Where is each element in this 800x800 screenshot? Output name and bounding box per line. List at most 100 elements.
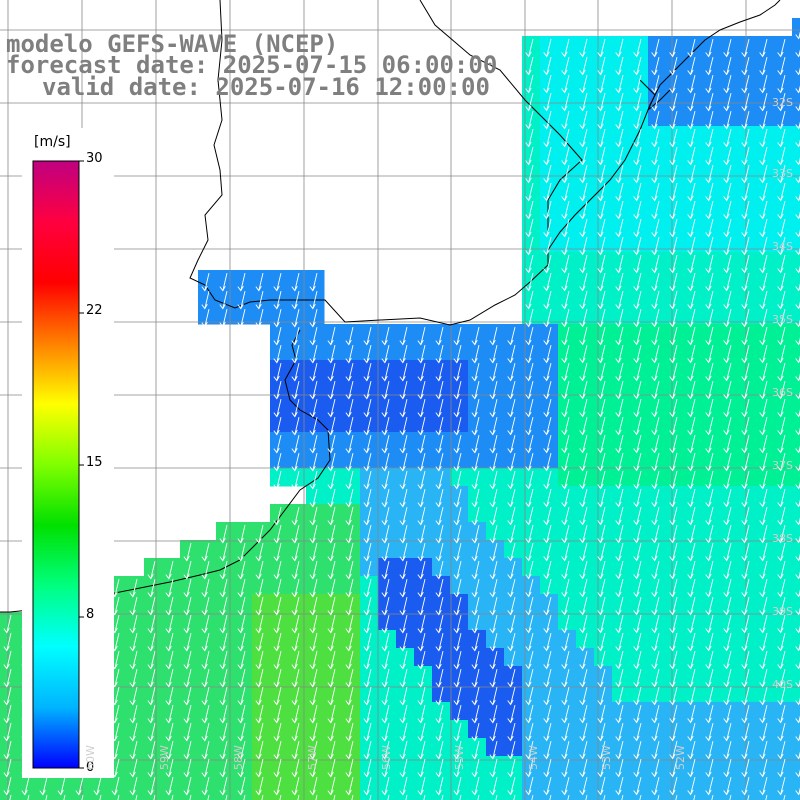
wind-arrow — [309, 723, 318, 742]
wind-arrow — [723, 489, 732, 508]
wind-arrow — [183, 543, 192, 562]
wind-arrow — [543, 435, 552, 454]
wind-arrow — [687, 561, 696, 580]
wind-arrow — [525, 669, 534, 688]
lon-label: 54W — [527, 745, 540, 770]
wind-arrow — [597, 165, 606, 184]
wind-arrow — [669, 489, 678, 508]
wind-arrow — [201, 687, 210, 706]
wind-arrow — [561, 597, 570, 616]
colorbar — [22, 128, 114, 778]
wind-arrow — [291, 669, 300, 688]
wind-arrow — [171, 795, 174, 800]
wind-arrow — [327, 471, 336, 490]
wind-arrow — [471, 399, 480, 418]
wind-arrow — [759, 183, 768, 202]
wind-arrow — [345, 705, 354, 724]
wind-speed-cell — [252, 792, 271, 800]
wind-arrow — [345, 435, 354, 454]
wind-arrow — [489, 633, 498, 652]
wind-arrow — [417, 561, 426, 580]
wind-arrow — [633, 759, 642, 778]
wind-arrow — [669, 759, 678, 778]
wind-arrow — [795, 247, 800, 256]
wind-arrow — [255, 633, 264, 652]
wind-speed-cell — [792, 90, 800, 109]
wind-arrow — [243, 795, 246, 800]
wind-arrow — [597, 489, 606, 508]
wind-arrow — [471, 705, 480, 724]
wind-arrow — [525, 291, 534, 310]
wind-arrow — [201, 579, 210, 598]
wind-arrow — [561, 237, 570, 256]
wind-arrow — [615, 363, 624, 382]
wind-arrow — [525, 543, 534, 562]
wind-arrow — [795, 103, 800, 112]
wind-arrow — [723, 201, 732, 220]
wind-speed-cell — [450, 792, 469, 800]
wind-arrow — [261, 795, 264, 800]
wind-arrow — [435, 345, 444, 364]
wind-speed-cell — [792, 414, 800, 433]
wind-arrow — [597, 381, 606, 400]
wind-arrow — [543, 381, 552, 400]
wind-arrow — [669, 579, 678, 598]
wind-arrow — [417, 597, 426, 616]
wind-arrow — [525, 399, 534, 418]
wind-arrow — [237, 705, 246, 724]
wind-arrow — [453, 777, 462, 796]
wind-arrow — [759, 381, 768, 400]
wind-arrow — [129, 741, 138, 760]
wind-arrow — [777, 723, 786, 742]
wind-arrow — [741, 111, 750, 130]
wind-arrow — [759, 237, 768, 256]
wind-arrow — [381, 525, 390, 544]
wind-arrow — [417, 471, 426, 490]
wind-arrow — [327, 543, 336, 562]
wind-arrow — [225, 795, 228, 800]
wind-arrow — [561, 309, 570, 328]
wind-arrow — [525, 219, 534, 238]
wind-arrow — [741, 417, 750, 436]
wind-arrow — [279, 795, 282, 800]
wind-arrow — [543, 57, 552, 76]
colorbar-tick-30: 30 — [86, 151, 103, 166]
wind-arrow — [579, 417, 588, 436]
wind-arrow — [399, 777, 408, 796]
wind-arrow — [309, 777, 318, 796]
wind-arrow — [723, 471, 732, 490]
wind-arrow — [579, 57, 588, 76]
wind-arrow — [579, 165, 588, 184]
wind-arrow — [579, 471, 588, 490]
wind-speed-cell — [288, 792, 307, 800]
wind-arrow — [435, 507, 444, 526]
wind-arrow — [471, 435, 480, 454]
wind-arrow — [705, 651, 714, 670]
wind-arrow — [705, 345, 714, 364]
wind-arrow — [777, 255, 786, 274]
wind-arrow — [597, 759, 606, 778]
wind-arrow — [381, 363, 390, 382]
wind-arrow — [687, 453, 696, 472]
wind-arrow — [417, 669, 426, 688]
wind-arrow — [561, 507, 570, 526]
wind-arrow — [741, 39, 750, 58]
wind-arrow — [489, 651, 498, 670]
wind-arrow — [651, 561, 660, 580]
wind-arrow — [669, 705, 678, 724]
wind-arrow — [669, 93, 678, 112]
wind-arrow — [543, 507, 552, 526]
wind-arrow — [543, 291, 552, 310]
wind-arrow — [777, 525, 786, 544]
lon-label: 57W — [306, 745, 319, 770]
wind-arrow — [525, 309, 534, 328]
wind-arrow — [777, 237, 786, 256]
wind-speed-cell — [792, 288, 800, 307]
wind-arrow — [687, 471, 696, 490]
wind-arrow — [489, 453, 498, 472]
wind-arrow — [147, 759, 156, 778]
wind-arrow — [417, 651, 426, 670]
wind-arrow — [561, 93, 570, 112]
wind-arrow — [363, 525, 372, 544]
wind-arrow — [795, 499, 800, 508]
